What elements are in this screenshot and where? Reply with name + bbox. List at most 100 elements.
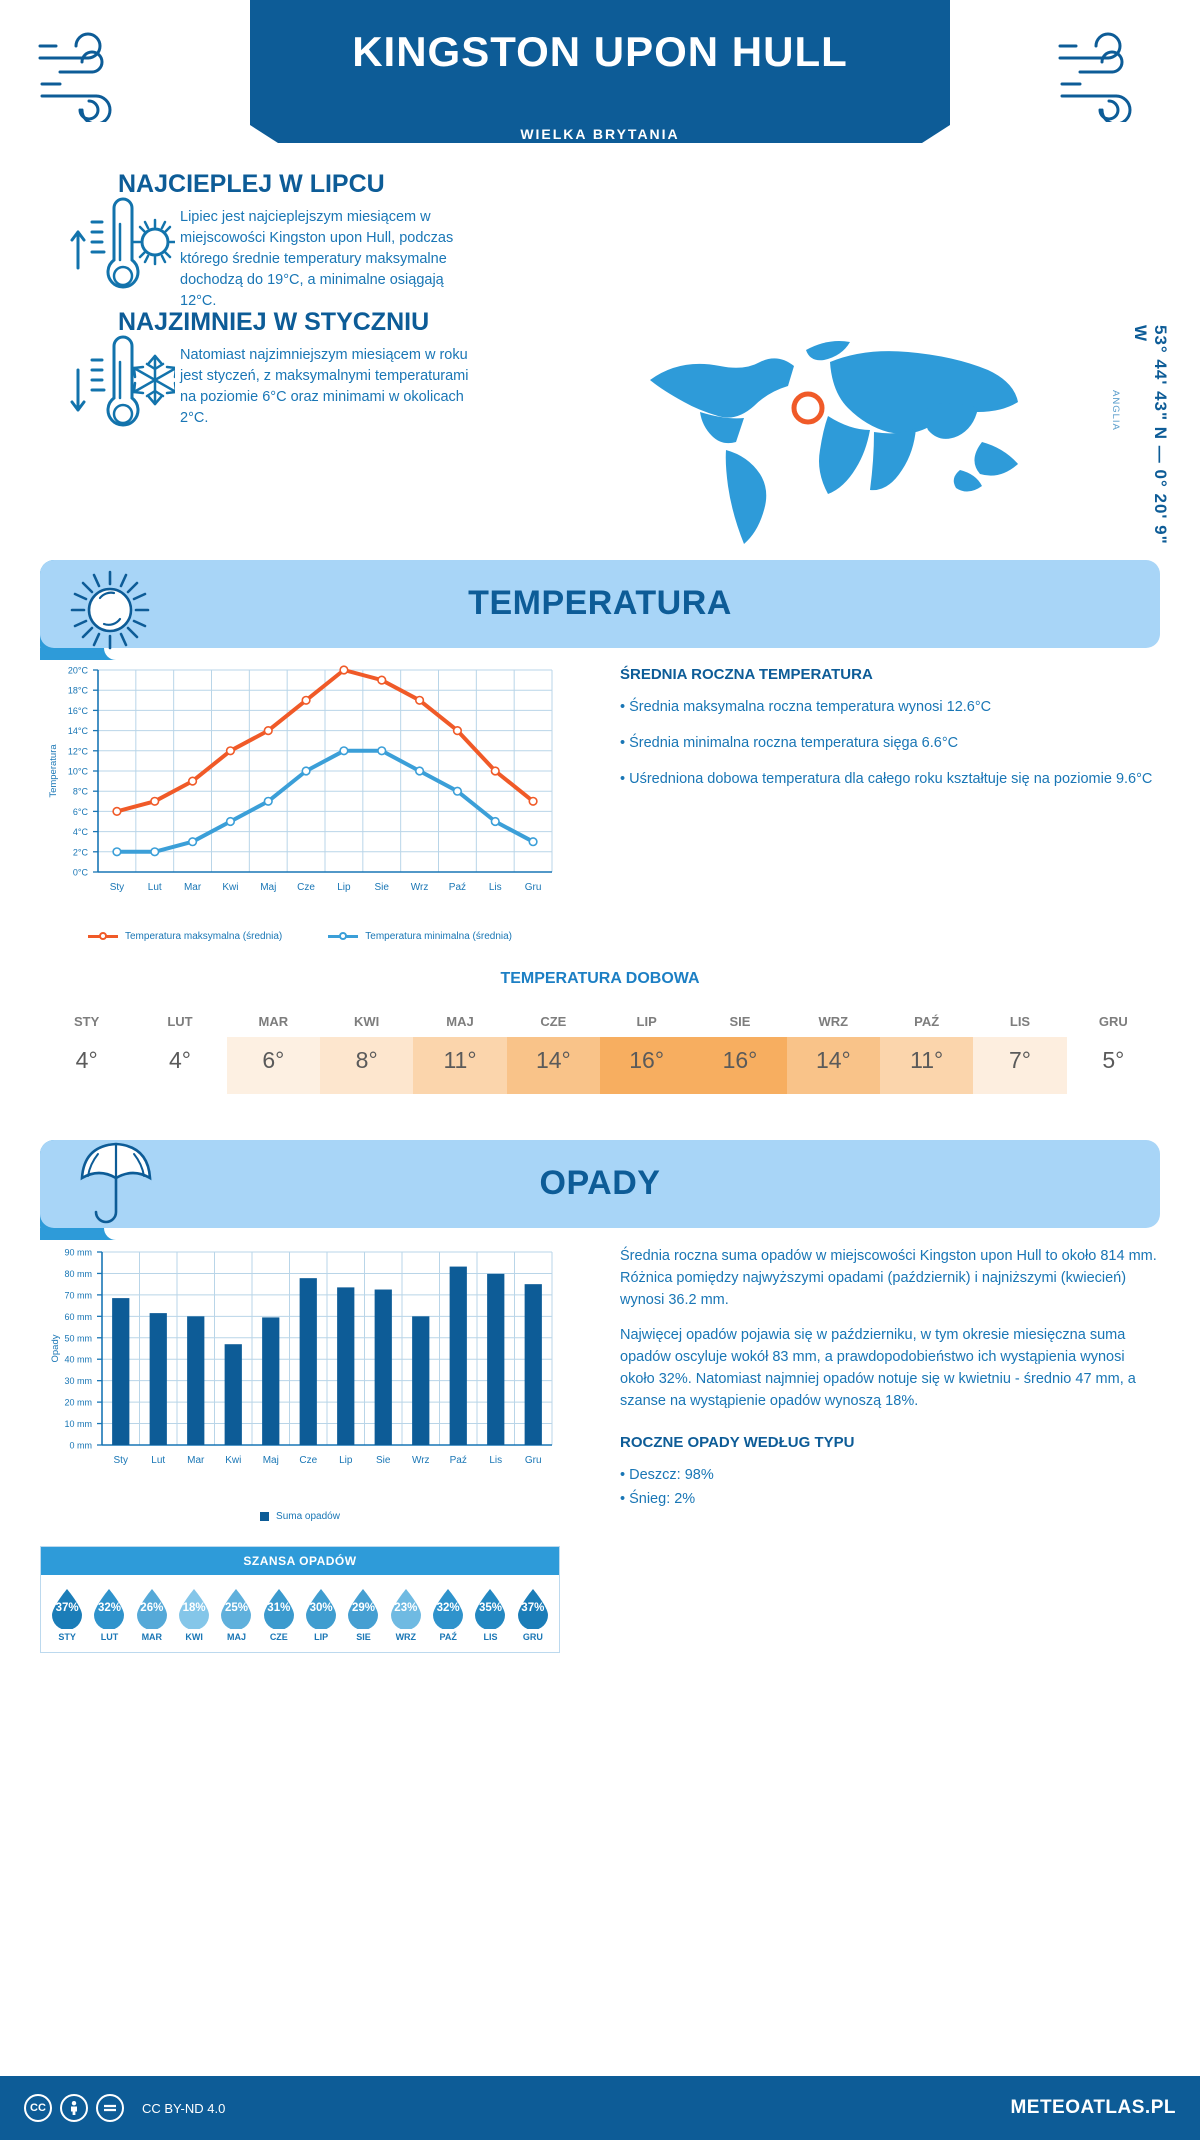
precip-probability-title: SZANSA OPADÓW: [41, 1547, 559, 1575]
precip-probability-cell: 25% MAJ: [216, 1587, 256, 1642]
precip-probability-box: SZANSA OPADÓW 37% STY 32% LUT 26% MAR 18% KWI 25…: [40, 1546, 560, 1653]
coldest-month-text: Natomiast najzimniejszym miesiącem w rok…: [180, 347, 469, 427]
summary-section: NAJCIEPLEJ W LIPCU Lipiec jest najcieple…: [0, 160, 1200, 560]
coordinates-label: 53° 44' 43" N — 0° 20' 9" W: [1131, 325, 1170, 545]
precip-type-rain: • Deszcz: 98%: [620, 1467, 714, 1484]
water-drop-icon: 23%: [388, 1587, 424, 1629]
svg-text:Sty: Sty: [110, 882, 124, 893]
wind-icon: [1050, 22, 1170, 127]
legend-label-max: Temperatura maksymalna (średnia): [124, 931, 283, 942]
daily-temp-value: 4°: [40, 1037, 134, 1094]
temperature-chart: 0°C 2°C 4°C 6°C 8°C 10°C 12°C 14°C 16°C 18°C 20°C S…: [40, 660, 560, 942]
daily-temp-value: 4°: [133, 1037, 227, 1094]
precip-probability-cell: 37% STY: [47, 1587, 87, 1642]
precip-paragraph-1: Średnia roczna suma opadów w miejscowośc…: [620, 1248, 1157, 1308]
precipitation-summary-text: Średnia roczna suma opadów w miejscowośc…: [560, 1240, 1160, 1653]
svg-text:Kwi: Kwi: [225, 1455, 241, 1466]
page-header: KINGSTON UPON HULL WIELKA BRYTANIA: [0, 0, 1200, 160]
svg-text:60 mm: 60 mm: [64, 1312, 92, 1322]
daily-temp-value: 11°: [413, 1037, 507, 1094]
svg-text:20°C: 20°C: [68, 666, 89, 676]
site-name: METEOATLAS.PL: [1010, 2097, 1176, 2118]
region-label: ANGLIA: [1110, 390, 1121, 431]
daily-temp-month-header: PAŹ: [914, 1014, 940, 1029]
daily-temp-month-header: KWI: [354, 1014, 380, 1029]
daily-temp-value: 16°: [600, 1037, 694, 1094]
legend-label-sum: Suma opadów: [276, 1511, 340, 1522]
svg-text:Lis: Lis: [489, 1455, 502, 1466]
temperature-legend: Temperatura maksymalna (średnia) Tempera…: [40, 931, 560, 942]
svg-text:10 mm: 10 mm: [64, 1419, 92, 1429]
svg-text:Sie: Sie: [376, 1455, 391, 1466]
temperature-banner: TEMPERATURA: [40, 560, 1160, 660]
water-drop-icon: 25%: [218, 1587, 254, 1629]
precip-probability-value: 32%: [97, 1602, 121, 1614]
precip-probability-cell: 35% LIS: [470, 1587, 510, 1642]
svg-text:30 mm: 30 mm: [64, 1376, 92, 1386]
precip-probability-month: MAR: [141, 1632, 163, 1642]
water-drop-icon: 32%: [91, 1587, 127, 1629]
svg-text:Paź: Paź: [450, 1455, 467, 1466]
license-badges: CC CC BY-ND 4.0: [24, 2094, 225, 2122]
svg-text:40 mm: 40 mm: [64, 1355, 92, 1365]
avg-temp-bullet-2: • Średnia minimalna roczna temperatura s…: [620, 734, 959, 751]
precip-probability-value: 25%: [224, 1602, 248, 1614]
precip-probability-cell: 30% LIP: [301, 1587, 341, 1642]
precip-probability-value: 32%: [436, 1602, 460, 1614]
precipitation-banner: OPADY: [40, 1140, 1160, 1240]
page-footer: CC CC BY-ND 4.0 METEOATLAS.PL: [0, 2076, 1200, 2140]
nd-icon: [96, 2094, 124, 2122]
svg-text:80 mm: 80 mm: [64, 1269, 92, 1279]
wind-icon: [30, 22, 150, 127]
svg-text:Wrz: Wrz: [412, 1455, 430, 1466]
legend-item-min: Temperatura minimalna (średnia): [328, 931, 512, 942]
banner-notch: [40, 1228, 145, 1240]
svg-text:Cze: Cze: [299, 1455, 317, 1466]
svg-text:Mar: Mar: [187, 1455, 205, 1466]
precipitation-chart: 0 mm 10 mm 20 mm 30 mm 40 mm 50 mm 60 mm 70 mm 8…: [40, 1240, 560, 1653]
precip-probability-value: 35%: [478, 1602, 502, 1614]
precip-probability-value: 26%: [140, 1602, 164, 1614]
svg-text:0 mm: 0 mm: [70, 1441, 93, 1451]
daily-temp-month-header: MAR: [258, 1014, 289, 1029]
svg-text:0°C: 0°C: [73, 868, 89, 878]
daily-temp-value: 14°: [786, 1037, 880, 1094]
svg-text:70 mm: 70 mm: [64, 1290, 92, 1300]
svg-text:Lip: Lip: [337, 882, 351, 893]
svg-text:90 mm: 90 mm: [64, 1248, 92, 1258]
avg-temp-bullet-1: • Średnia maksymalna roczna temperatura …: [620, 699, 992, 715]
svg-text:Lip: Lip: [339, 1455, 353, 1466]
daily-temp-month-header: LIP: [636, 1014, 657, 1029]
avg-temp-heading: ŚREDNIA ROCZNA TEMPERATURA: [620, 666, 873, 683]
svg-text:Wrz: Wrz: [411, 882, 429, 893]
svg-text:Gru: Gru: [525, 1455, 542, 1466]
water-drop-icon: 18%: [176, 1587, 212, 1629]
thermometer-down-snowflake-icon: [70, 318, 178, 453]
svg-text:Sty: Sty: [114, 1455, 128, 1466]
precip-probability-cell: 26% MAR: [132, 1587, 172, 1642]
precip-probability-cell: 23% WRZ: [386, 1587, 426, 1642]
precip-probability-cell: 32% PAŹ: [428, 1587, 468, 1642]
daily-temp-month-header: CZE: [540, 1014, 567, 1029]
daily-temp-month-header: MAJ: [446, 1014, 474, 1029]
precip-probability-month: WRZ: [395, 1632, 417, 1642]
daily-temperature-table: STY LUT MAR KWI MAJ CZE LIP SIE WRZ PAŹ LIS GRU 4° 4°…: [40, 1002, 1160, 1094]
warmest-month-title: NAJCIEPLEJ W LIPCU: [118, 170, 385, 198]
precip-types-heading: ROCZNE OPADY WEDŁUG TYPU: [620, 1434, 855, 1452]
banner-background: [40, 1140, 1160, 1228]
temperature-chart-row: 0°C 2°C 4°C 6°C 8°C 10°C 12°C 14°C 16°C 18°C 20°C S…: [0, 660, 1200, 942]
svg-text:16°C: 16°C: [68, 706, 89, 716]
precip-probability-month: MAJ: [226, 1632, 246, 1642]
svg-text:Lut: Lut: [148, 882, 162, 893]
daily-temp-value: 7°: [973, 1037, 1067, 1094]
coldest-month-title: NAJZIMNIEJ W STYCZNIU: [118, 308, 430, 336]
svg-text:8°C: 8°C: [73, 787, 89, 797]
page-title: KINGSTON UPON HULL: [352, 28, 848, 75]
svg-text:Maj: Maj: [260, 882, 276, 893]
svg-text:4°C: 4°C: [73, 827, 89, 837]
avg-temp-bullet-3: • Uśredniona dobowa temperatura dla całe…: [620, 770, 1153, 787]
svg-text:Maj: Maj: [263, 1455, 279, 1466]
daily-temp-month-header: LUT: [167, 1014, 193, 1029]
precip-probability-value: 18%: [182, 1602, 206, 1614]
precip-probability-month: PAŹ: [439, 1632, 457, 1642]
